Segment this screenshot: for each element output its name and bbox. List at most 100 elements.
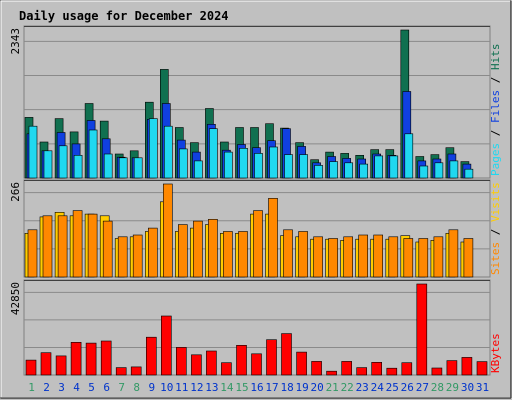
pages-bar-day-23 (359, 163, 369, 179)
day-label-12: 12 (190, 381, 203, 394)
pages-bar-day-3 (58, 145, 68, 179)
kbytes-bar-day-15 (236, 344, 247, 376)
sites-bar-day-28 (433, 236, 444, 278)
sites-bar-day-5 (87, 213, 98, 278)
sites-bar-day-9 (148, 227, 158, 278)
sites-bar-day-30 (463, 238, 474, 278)
kbytes-bar-day-6 (100, 340, 112, 376)
pages-bar-day-12 (194, 160, 203, 179)
kbytes-bar-day-8 (130, 366, 142, 376)
pages-bar-day-26 (404, 133, 414, 179)
sites-bar-day-14 (223, 231, 233, 278)
pages-bar-day-19 (299, 154, 308, 179)
sites-bar-day-20 (313, 236, 323, 278)
pages-bar-day-11 (179, 148, 188, 179)
pages-bar-day-30 (464, 168, 474, 179)
pages-bar-day-4 (73, 155, 83, 179)
pages-bar-day-28 (434, 162, 444, 179)
sites-bar-day-22 (343, 236, 354, 278)
panel-hits_files_pages-series-label: Pages / Files / Hits (489, 44, 502, 177)
day-label-17: 17 (265, 381, 278, 394)
day-label-6: 6 (103, 381, 110, 394)
sites-bar-day-11 (178, 224, 188, 278)
panel-visits_sites-bars (24, 183, 474, 278)
sites-bar-day-12 (193, 220, 203, 278)
series-label-part-kbytes: KBytes (489, 333, 502, 373)
pages-bar-day-8 (133, 157, 143, 179)
sites-bar-day-6 (102, 220, 113, 278)
pages-bar-day-24 (374, 155, 384, 179)
kbytes-bar-day-19 (296, 351, 307, 376)
pages-bar-day-22 (344, 162, 354, 179)
kbytes-bar-day-23 (356, 367, 368, 376)
pages-bar-day-10 (164, 125, 173, 179)
day-label-11: 11 (175, 381, 188, 394)
day-label-1: 1 (28, 381, 35, 394)
kbytes-bar-day-16 (251, 353, 262, 376)
kbytes-bar-day-13 (206, 350, 217, 376)
panel-kbytes-series-label: KBytes (489, 333, 502, 373)
day-label-21: 21 (326, 381, 339, 394)
sites-bar-day-1 (27, 229, 38, 278)
day-label-31: 31 (476, 381, 489, 394)
kbytes-bar-day-17 (266, 339, 277, 376)
day-label-23: 23 (356, 381, 369, 394)
kbytes-bar-day-14 (221, 362, 232, 376)
sites-bar-day-17 (268, 198, 278, 278)
pages-bar-day-17 (269, 146, 278, 179)
kbytes-bar-day-5 (85, 342, 97, 376)
series-label-part-separator: / (489, 70, 502, 90)
sites-bar-day-27 (418, 238, 429, 278)
kbytes-bar-day-3 (55, 355, 67, 376)
day-label-3: 3 (58, 381, 65, 394)
kbytes-bar-day-20 (311, 361, 322, 376)
series-label-part-files: Files (489, 90, 502, 123)
panel-hits_files_pages-bars (24, 29, 474, 179)
kbytes-bar-day-21 (326, 370, 337, 376)
series-label-part-hits: Hits (489, 44, 502, 71)
day-label-24: 24 (371, 381, 385, 394)
day-label-26: 26 (401, 381, 414, 394)
day-label-29: 29 (446, 381, 459, 394)
day-label-5: 5 (88, 381, 95, 394)
pages-bar-day-6 (103, 153, 113, 179)
kbytes-bar-day-24 (371, 361, 383, 376)
pages-bar-day-18 (284, 154, 293, 179)
day-label-30: 30 (461, 381, 474, 394)
panel-hits_files_pages-max-label: 2343 (9, 28, 22, 55)
kbytes-bar-day-4 (70, 341, 82, 376)
panel-visits_sites-series-label: Sites / Visits (489, 182, 502, 275)
sites-bar-day-23 (358, 234, 369, 278)
series-label-part-separator: / (489, 123, 502, 143)
day-label-15: 15 (235, 381, 248, 394)
sites-bar-day-10 (163, 183, 173, 278)
series-label-part-pages: Pages (489, 143, 502, 176)
sites-bar-day-16 (253, 210, 263, 278)
series-label-part-visits: Visits (489, 182, 502, 222)
day-label-16: 16 (250, 381, 263, 394)
day-label-14: 14 (220, 381, 234, 394)
panel-kbytes-max-label: 42850 (9, 282, 22, 315)
day-label-22: 22 (341, 381, 354, 394)
kbytes-bar-day-7 (115, 367, 127, 376)
day-label-27: 27 (416, 381, 429, 394)
kbytes-bar-day-22 (341, 361, 353, 376)
kbytes-bar-day-28 (431, 367, 443, 376)
day-label-4: 4 (73, 381, 80, 394)
pages-bar-day-9 (149, 118, 158, 179)
pages-bar-day-21 (329, 161, 338, 179)
sites-bar-day-3 (57, 215, 68, 278)
series-label-part-sites: Sites (489, 242, 502, 275)
sites-bar-day-18 (283, 229, 293, 278)
sites-bar-day-29 (448, 229, 459, 278)
kbytes-bar-day-2 (40, 352, 52, 376)
day-label-10: 10 (160, 381, 173, 394)
day-label-19: 19 (295, 381, 308, 394)
kbytes-bar-day-18 (281, 333, 292, 376)
kbytes-bar-day-1 (25, 359, 37, 376)
day-label-18: 18 (280, 381, 293, 394)
kbytes-bar-day-12 (191, 354, 202, 376)
day-labels: 1 2 3 4 5 6 7 8 9 10 11 12 13 14 15 16 17 18 19 20 21 22 23 24 2… (28, 381, 489, 394)
